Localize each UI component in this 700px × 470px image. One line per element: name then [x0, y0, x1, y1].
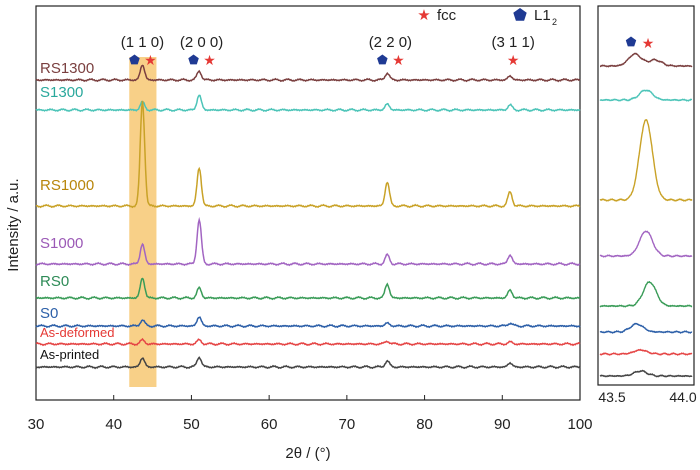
x-tick-label: 80: [416, 416, 433, 433]
series-label-rs1000: RS1000: [40, 177, 94, 194]
peak-label-3: (3 1 1): [491, 34, 534, 51]
peak-pentagon-icon: [377, 54, 388, 65]
series-line-s1000: [35, 216, 581, 267]
inset-series-line-s1300: [599, 89, 693, 102]
series-label-as-deformed: As-deformed: [40, 325, 114, 340]
inset-pentagon-icon: [625, 36, 637, 47]
series-label-s0: S0: [40, 305, 58, 322]
main-series-group: [35, 64, 581, 370]
peak-label-1: (2 0 0): [180, 34, 223, 51]
series-line-s1300: [35, 94, 581, 113]
series-label-as-printed: As-printed: [40, 347, 99, 362]
main-plot-frame: [35, 5, 581, 401]
peak-pentagon-icon: [188, 54, 199, 65]
legend-label-l12: L1: [534, 7, 551, 24]
series-line-as-printed: [35, 356, 581, 370]
inset-tick-label: 43.5: [598, 389, 625, 405]
x-tick-label: 60: [261, 416, 278, 433]
legend-label-l12-subscript: 2: [552, 17, 557, 27]
legend-star-icon: ★: [417, 7, 430, 24]
peak-star-icon: ★: [203, 52, 216, 68]
series-label-s1300: S1300: [40, 84, 83, 101]
series-line-s0: [35, 316, 581, 329]
x-tick-label: 30: [28, 416, 45, 433]
x-tick-label: 100: [567, 416, 592, 433]
inset-series-line-s1000: [599, 230, 693, 258]
peak-star-icon: ★: [507, 52, 520, 68]
peak-label-0: (1 1 0): [121, 34, 164, 51]
peak-pentagon-icon: [129, 54, 140, 65]
inset-series-line-rs0: [599, 280, 693, 308]
inset-series-line-as-deformed: [599, 348, 693, 356]
inset-series-line-as-printed: [599, 369, 693, 378]
series-line-as-deformed: [35, 337, 581, 347]
x-axis-label: 2θ / (°): [285, 445, 330, 462]
series-label-s1000: S1000: [40, 235, 83, 252]
series-line-rs1300: [35, 64, 581, 83]
inset-markers-group: ★: [625, 35, 655, 51]
inset-series-line-rs1300: [600, 52, 693, 68]
series-line-rs0: [35, 277, 581, 301]
inset-star-icon: ★: [642, 35, 655, 51]
series-line-rs1000: [35, 100, 581, 209]
legend-label-fcc: fcc: [437, 7, 457, 24]
series-labels-group: RS1300 S1300 RS1000 S1000 RS0 S0 As-deformed As…: [40, 60, 114, 362]
inset-series-line-rs1000: [599, 119, 693, 202]
peak-star-icon: ★: [392, 52, 405, 68]
inset-series-group: [599, 52, 693, 378]
series-label-rs0: RS0: [40, 273, 69, 290]
legend-pentagon-icon: [513, 8, 527, 21]
series-label-rs1300: RS1300: [40, 60, 94, 77]
x-tick-label: 40: [105, 416, 122, 433]
x-tick-label: 50: [183, 416, 200, 433]
inset-series-line-s0: [599, 322, 693, 334]
peak-label-2: (2 2 0): [369, 34, 412, 51]
x-tick-label: 70: [339, 416, 356, 433]
legend: ★ fcc L1 2: [417, 7, 557, 27]
peak-annotations-group: (1 1 0)★(2 0 0)★(2 2 0)★(3 1 1)★: [121, 34, 535, 68]
y-axis-label: Intensity / a.u.: [5, 178, 22, 271]
x-axis-ticks: 30 40 50 60 70 80 90 100: [28, 395, 593, 433]
inset-plot-frame: [597, 5, 695, 386]
inset-x-ticks: 43.5 44.0: [598, 389, 696, 405]
peak-star-icon: ★: [144, 52, 157, 68]
inset-tick-label: 44.0: [669, 389, 696, 405]
x-tick-label: 90: [494, 416, 511, 433]
